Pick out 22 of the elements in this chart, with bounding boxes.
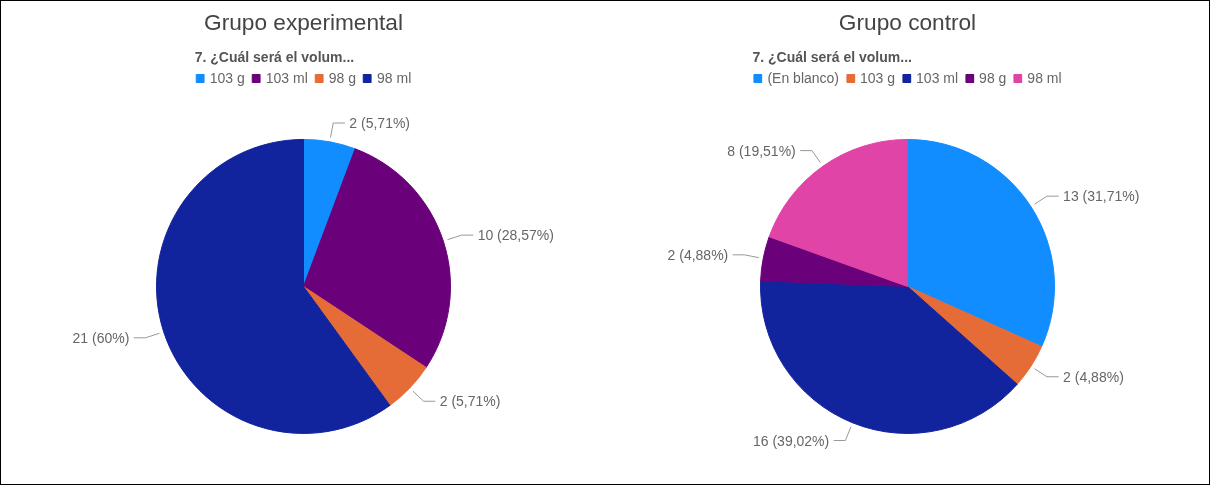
data-label: 10 (28,57%)	[477, 227, 554, 244]
data-label: 2 (4,88%)	[667, 246, 729, 263]
data-label: 16 (39,02%)	[752, 432, 830, 449]
legend-label: 103 g	[209, 70, 245, 86]
chart-title: Grupo control	[838, 8, 977, 35]
legend-title: 7. ¿Cuál será el volum...	[752, 49, 913, 65]
legend-label: 103 ml	[916, 70, 959, 86]
legend-label: 98 ml	[377, 70, 412, 86]
data-label: 2 (4,88%)	[1063, 368, 1124, 385]
legend-label: 103 g	[860, 70, 896, 86]
chart-title: Grupo experimental	[204, 8, 403, 35]
legend-label: 98 ml	[1027, 70, 1062, 86]
data-label: 2 (5,71%)	[349, 115, 411, 132]
data-label: 21 (60%)	[72, 329, 130, 346]
legend-title: 7. ¿Cuál será el volum...	[194, 49, 356, 65]
legend-label: 103 ml	[265, 70, 308, 86]
legend-label: 98 g	[328, 70, 357, 86]
data-label: 2 (5,71%)	[439, 393, 501, 410]
data-label: 13 (31,71%)	[1063, 188, 1140, 205]
legend-label: 98 g	[979, 70, 1007, 86]
legend-label: (En blanco)	[767, 70, 840, 86]
data-label: 8 (19,51%)	[727, 142, 796, 159]
